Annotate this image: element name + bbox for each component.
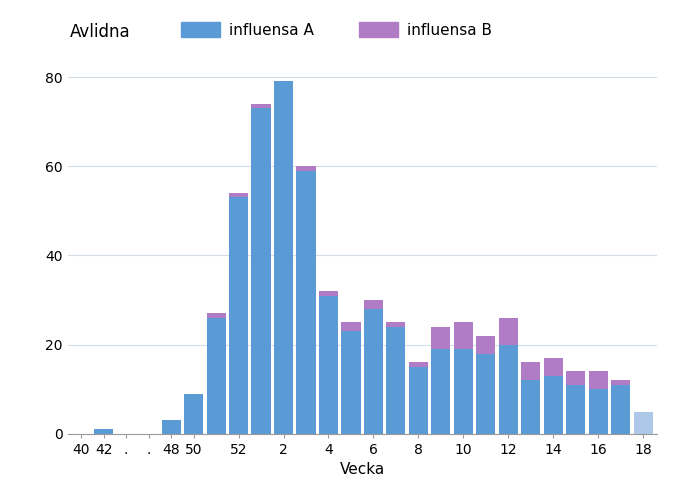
Bar: [184, 394, 203, 434]
Bar: [364, 309, 383, 434]
Bar: [431, 349, 450, 434]
Bar: [566, 371, 586, 385]
Bar: [319, 291, 338, 296]
Bar: [477, 353, 496, 434]
Bar: [611, 380, 630, 385]
Bar: [409, 362, 428, 367]
Bar: [387, 327, 406, 434]
Bar: [94, 429, 113, 434]
Bar: [206, 314, 225, 318]
Bar: [387, 322, 406, 327]
Bar: [229, 197, 248, 434]
Legend: influensa A, influensa B: influensa A, influensa B: [181, 22, 492, 38]
Bar: [274, 81, 293, 434]
Bar: [206, 318, 225, 434]
Bar: [521, 380, 540, 434]
Bar: [431, 327, 450, 349]
Bar: [297, 166, 315, 171]
Bar: [544, 358, 563, 376]
Bar: [521, 362, 540, 380]
Bar: [499, 345, 518, 434]
Bar: [341, 331, 361, 434]
Bar: [589, 389, 608, 434]
Bar: [454, 322, 473, 349]
Bar: [251, 108, 271, 434]
Bar: [364, 300, 383, 309]
Bar: [589, 371, 608, 389]
Bar: [251, 104, 271, 108]
Bar: [454, 349, 473, 434]
Bar: [297, 171, 315, 434]
Bar: [229, 193, 248, 197]
Bar: [409, 367, 428, 434]
Bar: [162, 421, 181, 434]
Bar: [477, 336, 496, 353]
X-axis label: Vecka: Vecka: [340, 462, 385, 477]
Bar: [341, 322, 361, 331]
Bar: [544, 376, 563, 434]
Bar: [566, 385, 586, 434]
Bar: [634, 412, 653, 434]
Bar: [499, 318, 518, 345]
Bar: [611, 385, 630, 434]
Bar: [319, 296, 338, 434]
Text: Avlidna: Avlidna: [70, 23, 131, 41]
